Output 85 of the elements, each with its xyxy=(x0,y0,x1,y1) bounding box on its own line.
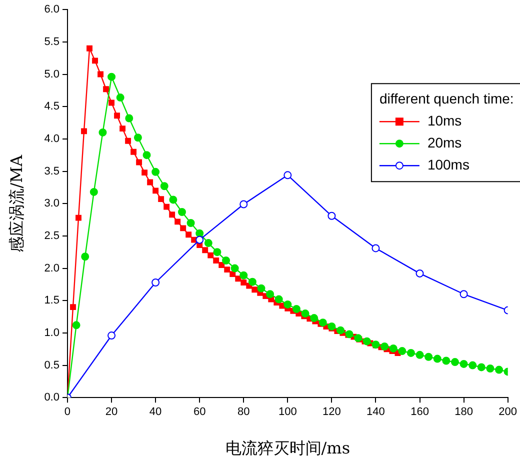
point xyxy=(442,356,450,365)
point xyxy=(134,134,142,142)
point xyxy=(284,171,292,180)
point xyxy=(230,264,239,272)
point xyxy=(257,284,266,292)
point xyxy=(72,321,80,330)
x-tick-label: 200 xyxy=(498,406,518,418)
point xyxy=(81,252,90,261)
point xyxy=(178,208,186,216)
point xyxy=(125,114,134,122)
point xyxy=(240,271,248,280)
point xyxy=(108,332,116,340)
point xyxy=(292,305,300,314)
point xyxy=(433,354,442,363)
point xyxy=(266,290,274,298)
point xyxy=(116,94,124,102)
point xyxy=(362,337,371,346)
point xyxy=(495,366,504,374)
point xyxy=(328,322,336,330)
y-tick-label: 3.0 xyxy=(44,198,60,210)
point xyxy=(416,269,424,278)
y-tick-label: 1.5 xyxy=(44,294,60,307)
y-tick-label: 0.5 xyxy=(44,359,60,372)
point xyxy=(142,151,151,160)
x-tick-label: 80 xyxy=(238,406,250,418)
point xyxy=(328,212,336,220)
point xyxy=(90,188,98,196)
point xyxy=(310,314,318,322)
point xyxy=(98,128,107,136)
point xyxy=(169,196,178,204)
point xyxy=(450,358,459,366)
x-tick-label: 100 xyxy=(278,406,297,418)
x-tick-label: 120 xyxy=(322,406,341,418)
x-axis-title: 电流猝灭时间/ms xyxy=(225,438,350,458)
x-tick-label: 40 xyxy=(149,406,162,418)
y-tick-label: 4.5 xyxy=(44,100,60,113)
point xyxy=(196,236,204,244)
x-tick-label: 140 xyxy=(366,406,385,418)
point xyxy=(389,344,398,352)
point xyxy=(372,244,380,252)
legend-label: 100ms xyxy=(427,156,470,172)
point xyxy=(398,347,406,356)
legend-label: 10ms xyxy=(427,112,462,128)
point xyxy=(196,229,204,238)
y-tick-label: 2.5 xyxy=(44,230,60,242)
point xyxy=(301,310,310,318)
point xyxy=(424,352,433,361)
legend-label: 20ms xyxy=(427,134,462,150)
point xyxy=(240,200,248,208)
point xyxy=(248,278,256,286)
y-tick-label: 0.0 xyxy=(44,392,60,404)
point xyxy=(336,326,344,334)
point xyxy=(222,256,230,265)
point xyxy=(160,182,168,190)
point xyxy=(318,318,327,327)
point xyxy=(468,361,477,370)
legend-title: different quench time: xyxy=(379,90,514,106)
point xyxy=(380,342,389,351)
point xyxy=(284,300,292,308)
point xyxy=(204,239,212,248)
y-axis-title: 感应涡流/MA xyxy=(6,154,26,252)
point xyxy=(186,219,195,227)
point xyxy=(274,295,283,304)
y-tick-label: 5.5 xyxy=(44,36,60,48)
y-tick-label: 2.0 xyxy=(44,262,60,274)
point xyxy=(152,168,160,176)
x-tick-label: 160 xyxy=(410,406,429,418)
point xyxy=(486,364,494,372)
point xyxy=(477,363,486,372)
point xyxy=(213,248,222,256)
y-tick-label: 6.0 xyxy=(44,4,60,16)
point xyxy=(152,278,160,286)
y-tick-label: 4.0 xyxy=(44,132,60,145)
point xyxy=(406,348,415,357)
point xyxy=(460,290,468,298)
x-tick-label: 0 xyxy=(64,406,71,418)
x-tick-label: 60 xyxy=(193,406,206,418)
x-tick-label: 180 xyxy=(454,406,473,418)
y-tick-label: 1.0 xyxy=(44,326,60,339)
point xyxy=(460,360,468,368)
y-tick-label: 3.5 xyxy=(44,165,60,178)
point xyxy=(416,350,424,359)
y-tick-label: 5.0 xyxy=(44,68,60,80)
x-tick-label: 20 xyxy=(105,406,118,418)
point xyxy=(108,72,116,81)
